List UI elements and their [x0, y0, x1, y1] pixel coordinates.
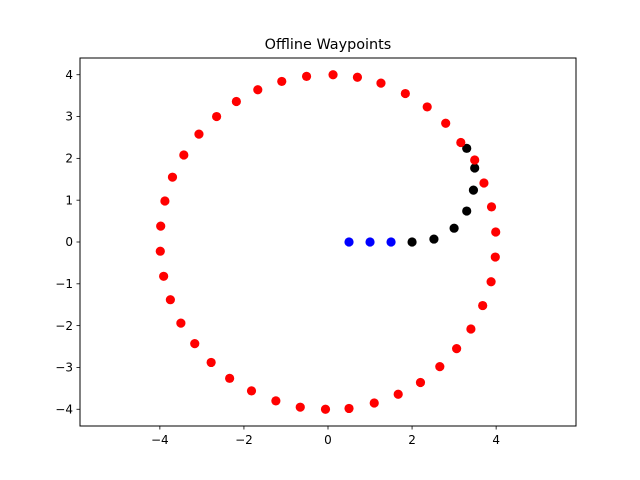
y-tick-label: 3 [65, 110, 73, 124]
waypoint-marker [415, 377, 426, 388]
x-tick-label: 4 [492, 433, 500, 447]
waypoint-marker [393, 389, 403, 399]
waypoint-marker [344, 237, 354, 247]
waypoint-marker [277, 76, 287, 87]
y-tick-label: −2 [55, 319, 73, 333]
waypoint-marker [301, 71, 312, 81]
waypoint-marker [365, 237, 375, 247]
waypoint-marker [246, 386, 257, 396]
waypoint-marker [479, 178, 489, 188]
waypoint-marker [165, 295, 175, 305]
waypoint-marker [156, 221, 166, 231]
waypoint-marker [429, 234, 439, 244]
waypoint-marker [400, 88, 410, 99]
axis-ticks: −4 −2 0 2 4 −4 −3 −2 −1 0 1 2 3 4 [55, 68, 500, 447]
waypoint-marker [490, 252, 500, 262]
waypoint-marker [176, 318, 186, 328]
waypoint-marker [422, 102, 432, 112]
x-tick-label: −4 [151, 433, 169, 447]
waypoint-marker [407, 237, 417, 247]
y-tick-label: 0 [65, 235, 73, 249]
waypoint-marker [486, 202, 497, 212]
waypoint-marker [225, 373, 235, 383]
waypoint-marker [468, 185, 479, 195]
plot-frame [79, 57, 577, 427]
x-tick-label: −2 [235, 433, 253, 447]
waypoint-marker [271, 396, 281, 406]
waypoint-marker [449, 223, 459, 233]
y-tick-label: 1 [65, 193, 73, 207]
waypoint-marker [253, 85, 263, 95]
waypoint-marker [462, 206, 472, 216]
waypoint-marker [452, 344, 462, 354]
waypoint-marker [179, 150, 189, 160]
y-tick-label: −4 [55, 402, 73, 416]
waypoint-marker [470, 155, 480, 165]
chart-title: Offline Waypoints [265, 37, 392, 53]
data-points [155, 70, 501, 414]
waypoint-marker [190, 339, 200, 349]
x-tick-label: 2 [408, 433, 416, 447]
waypoint-marker [231, 96, 241, 107]
waypoint-marker [491, 227, 501, 237]
y-tick-label: 2 [65, 152, 73, 166]
waypoint-marker [456, 137, 466, 148]
waypoint-marker [352, 72, 363, 82]
waypoint-marker [486, 277, 496, 287]
waypoint-marker [295, 402, 305, 412]
waypoint-marker [320, 404, 331, 414]
waypoint-marker [470, 163, 480, 173]
y-tick-label: −3 [55, 361, 73, 375]
waypoint-marker [376, 78, 386, 88]
waypoint-marker [435, 362, 445, 372]
waypoint-marker [369, 398, 379, 408]
waypoint-marker [160, 196, 170, 206]
waypoint-marker [462, 143, 472, 153]
waypoint-marker [386, 237, 396, 247]
y-tick-label: 4 [65, 68, 73, 82]
waypoint-marker [159, 271, 169, 281]
y-tick-label: −1 [55, 277, 73, 291]
waypoint-marker [206, 357, 216, 368]
waypoint-marker [328, 70, 338, 80]
waypoint-marker [212, 111, 222, 122]
waypoint-marker [344, 403, 354, 414]
waypoint-marker [478, 300, 488, 311]
waypoint-marker [167, 172, 178, 182]
x-tick-label: 0 [324, 433, 332, 447]
waypoint-marker [441, 118, 451, 128]
waypoint-marker [155, 246, 165, 256]
waypoint-marker [466, 324, 476, 334]
waypoint-marker [194, 129, 204, 139]
